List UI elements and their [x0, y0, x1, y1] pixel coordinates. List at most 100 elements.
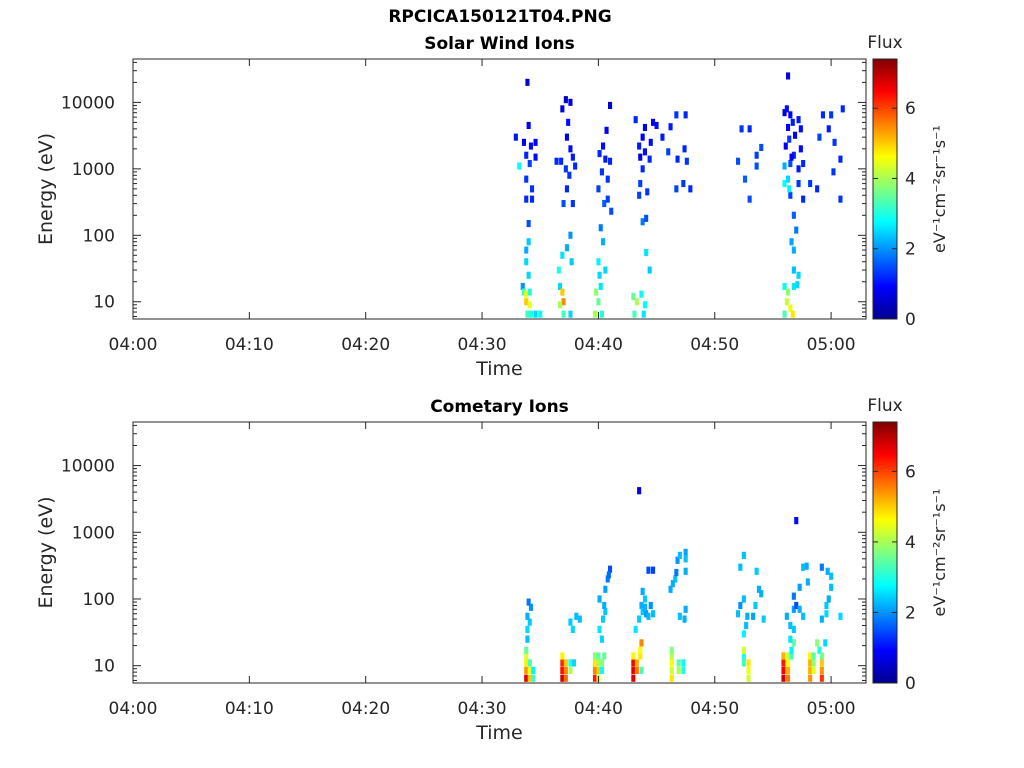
heatmap-cell: [746, 666, 751, 674]
heatmap-cell: [570, 200, 575, 208]
heatmap-cell: [747, 195, 752, 203]
heatmap-cell: [808, 659, 813, 667]
colorbar-tick-label: 0: [905, 310, 916, 330]
heatmap-cell: [568, 666, 573, 674]
heatmap-cell: [634, 659, 639, 667]
heatmap-cell: [781, 659, 786, 667]
heatmap-cell: [829, 583, 834, 591]
heatmap-cell: [746, 659, 751, 667]
heatmap-cell: [794, 517, 799, 525]
heatmap-cell: [819, 666, 824, 674]
heatmap-cell: [820, 111, 825, 119]
heatmap-cell: [676, 659, 681, 667]
heatmap-cell: [791, 282, 796, 290]
heatmap-cell: [638, 646, 643, 654]
heatmap-cell: [647, 266, 652, 274]
heatmap-cell: [797, 605, 802, 613]
heatmap-cell: [798, 125, 803, 133]
heatmap-cell: [793, 131, 798, 139]
heatmap-cell: [517, 162, 522, 170]
heatmap-cell: [646, 612, 651, 620]
heatmap-cell: [786, 652, 791, 660]
heatmap-cell: [819, 674, 824, 682]
heatmap-cell: [560, 105, 565, 113]
heatmap-cell: [674, 111, 679, 119]
heatmap-cell: [808, 652, 813, 660]
heatmap-cell: [675, 155, 680, 163]
heatmap-cell: [826, 125, 831, 133]
heatmap-cell: [631, 652, 636, 660]
colorbar-tick-label: 2: [905, 603, 916, 623]
heatmap-cell: [789, 238, 794, 246]
heatmap-cell: [631, 674, 636, 682]
heatmap-cell: [599, 659, 604, 667]
heatmap-cell: [684, 157, 689, 165]
heatmap-cell: [829, 572, 834, 580]
heatmap-cell: [568, 145, 573, 153]
heatmap-cell: [528, 142, 533, 150]
heatmap-cell: [808, 674, 813, 682]
heatmap-cell: [668, 585, 673, 593]
heatmap-cell: [631, 659, 636, 667]
heatmap-cell: [808, 180, 813, 188]
heatmap-cell: [524, 151, 529, 159]
heatmap-cell: [558, 301, 563, 309]
heatmap-cell: [753, 601, 758, 610]
heatmap-cell: [781, 666, 786, 674]
x-axis-label: Time: [475, 358, 523, 380]
heatmap-cell: [677, 551, 682, 559]
heatmap-cell: [526, 271, 531, 279]
heatmap-cell: [642, 148, 647, 156]
heatmap-cell: [741, 551, 746, 559]
heatmap-cell: [819, 659, 824, 667]
heatmap-cell: [521, 288, 526, 296]
heatmap-cell: [805, 578, 810, 586]
heatmap-cell: [682, 615, 687, 623]
heatmap-cell: [681, 666, 686, 674]
heatmap-cell: [603, 155, 608, 163]
heatmap-cell: [791, 211, 796, 219]
heatmap-cell: [561, 310, 566, 318]
heatmap-cell: [781, 652, 786, 660]
heatmap-cell: [660, 133, 665, 141]
heatmap-cell: [791, 246, 796, 254]
heatmap-cell: [568, 231, 573, 239]
heatmap-cell: [637, 142, 642, 150]
heatmap-cell: [599, 168, 604, 176]
heatmap-cell: [819, 563, 824, 571]
heatmap-cell: [838, 195, 843, 203]
heatmap-cell: [644, 610, 649, 618]
heatmap-cell: [761, 615, 766, 623]
heatmap-cell: [754, 151, 759, 159]
heatmap-cell: [524, 298, 529, 306]
heatmap-cell: [645, 188, 650, 196]
heatmap-cell: [677, 612, 682, 620]
heatmap-cells: [524, 487, 843, 682]
x-tick-label: 05:00: [807, 335, 856, 355]
y-tick-label: 10000: [61, 457, 115, 477]
heatmap-cell: [815, 185, 820, 193]
heatmap-cell: [801, 612, 806, 620]
colorbar-title: Flux: [867, 396, 902, 416]
heatmap-cell: [781, 674, 786, 682]
heatmap-cell: [640, 133, 645, 141]
heatmap-cell: [811, 659, 816, 667]
heatmap-cell: [638, 153, 643, 161]
heatmap-cell: [533, 138, 538, 146]
heatmap-cell: [640, 165, 645, 173]
heatmap-cell: [826, 595, 831, 603]
heatmap-cell: [592, 674, 597, 682]
heatmap-cell: [637, 615, 642, 623]
plot-frame: [132, 421, 867, 684]
heatmap-cell: [637, 487, 642, 495]
heatmap-cell: [801, 563, 806, 571]
heatmap-cell: [683, 555, 688, 563]
heatmap-cell: [682, 145, 687, 153]
heatmap-cell: [796, 180, 801, 188]
heatmap-cell: [560, 288, 565, 296]
heatmap-cell: [570, 153, 575, 161]
heatmap-cell: [525, 612, 530, 620]
heatmap-cell: [829, 111, 834, 119]
heatmap-cell: [831, 168, 836, 176]
heatmap-cell: [524, 258, 529, 266]
